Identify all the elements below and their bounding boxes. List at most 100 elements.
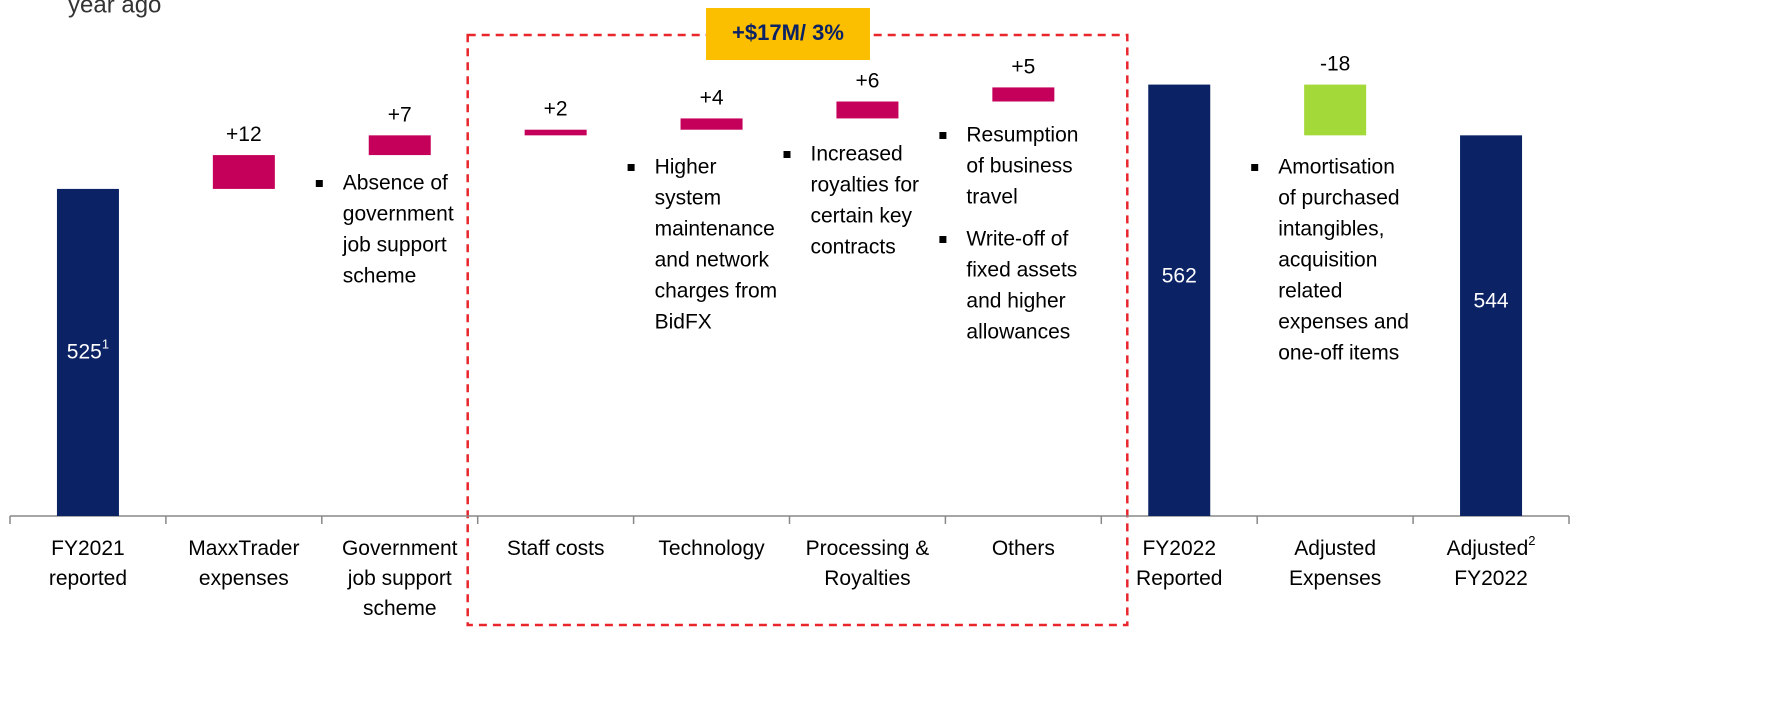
note-text: Write-off of [966, 228, 1068, 251]
bracket-label-bg [706, 8, 870, 60]
bar [1460, 135, 1523, 516]
value-label-text: 544 [1474, 289, 1509, 312]
note-text: one-off items [1278, 342, 1399, 365]
note-text: expenses and [1278, 311, 1409, 334]
x-tick-label-text: FY2021 [51, 537, 125, 560]
note-text: Resumption [966, 124, 1078, 147]
bar [1304, 84, 1367, 136]
x-tick-label-text: Reported [1136, 567, 1222, 590]
value-label-text: +4 [700, 86, 724, 109]
x-tick-label-text: MaxxTrader [188, 537, 299, 560]
value-label: +7 [388, 103, 412, 126]
bar [368, 135, 431, 156]
note-text: and network [655, 249, 770, 272]
x-tick-label: FY2022 [1142, 537, 1216, 560]
x-tick-label-text: Adjusted [1294, 537, 1376, 560]
x-tick-label-text: FY2022 [1454, 567, 1528, 590]
note-text: Absence of [343, 172, 448, 195]
value-label-text: +5 [1011, 55, 1035, 78]
note-text: Increased [811, 143, 903, 166]
x-tick-label-text: Others [992, 537, 1055, 560]
x-tick-label-text: Expenses [1289, 567, 1381, 590]
value-label-text: +2 [544, 97, 568, 120]
note-text: system [655, 187, 722, 210]
bar [524, 129, 587, 136]
value-label: +2 [544, 97, 568, 120]
value-label-text: 525 [67, 340, 102, 363]
x-tick-label: Processing & [806, 537, 930, 560]
note-text: travel [966, 186, 1017, 209]
x-tick-label-text: scheme [363, 597, 437, 620]
x-tick-label-text: Government [342, 537, 458, 560]
note-text: Amortisation [1278, 156, 1395, 179]
x-tick-label: FY2021 [51, 537, 125, 560]
x-tick-label: Others [992, 537, 1055, 560]
x-tick-label: Expenses [1289, 567, 1381, 590]
note-text: maintenance [655, 218, 775, 241]
note-text: of purchased [1278, 187, 1399, 210]
x-tick-label: Staff costs [507, 537, 605, 560]
note-text: scheme [343, 265, 417, 288]
value-label: +5 [1011, 55, 1035, 78]
bullet [939, 236, 947, 243]
x-tick-label-text: Technology [658, 537, 765, 560]
bar [836, 101, 899, 119]
note-text: BidFX [655, 311, 712, 334]
note-text: job support [342, 234, 447, 257]
bullet [1251, 164, 1259, 171]
x-tick-label: Government [342, 537, 458, 560]
note-text: related [1278, 280, 1342, 303]
x-tick-label: reported [49, 567, 127, 590]
value-label-text: +6 [855, 69, 879, 92]
x-tick-label: Reported [1136, 567, 1222, 590]
bullet [627, 164, 635, 171]
x-tick-label: Adjusted2 [1447, 533, 1536, 560]
value-label: +4 [700, 86, 724, 109]
note-text: Higher [655, 156, 717, 179]
value-label-text: +12 [226, 123, 262, 146]
value-label-text: -18 [1320, 52, 1350, 75]
value-label: -18 [1320, 52, 1350, 75]
x-tick-label: Technology [658, 537, 765, 560]
note-text: government [343, 203, 454, 226]
bar [56, 188, 119, 516]
x-tick-label: expenses [199, 567, 289, 590]
x-tick-label-text: expenses [199, 567, 289, 590]
x-tick-label-text: job support [347, 567, 452, 590]
x-tick-label-text: Royalties [824, 567, 910, 590]
x-tick-label: MaxxTrader [188, 537, 299, 560]
bullet [939, 132, 947, 139]
value-label: +6 [855, 69, 879, 92]
value-label: 562 [1162, 264, 1197, 287]
value-label: +12 [226, 123, 262, 146]
note-text: acquisition [1278, 249, 1377, 272]
x-tick-label: scheme [363, 597, 437, 620]
bar [212, 155, 275, 189]
value-label: 5251 [67, 336, 109, 363]
note-text: of business [966, 155, 1072, 178]
bar [1148, 84, 1211, 517]
bullet [783, 151, 791, 158]
bar [680, 118, 743, 130]
value-label-text: +7 [388, 103, 412, 126]
note-text: charges from [655, 280, 778, 303]
value-label: 544 [1474, 289, 1509, 312]
x-tick-label: Royalties [824, 567, 910, 590]
note-text: fixed assets [966, 259, 1077, 282]
value-label-text: 562 [1162, 264, 1197, 287]
x-tick-label-note: 2 [1528, 533, 1535, 548]
x-tick-label: FY2022 [1454, 567, 1528, 590]
note-text: royalties for [811, 174, 920, 197]
title-fragment: year ago [68, 0, 161, 18]
note-text: contracts [811, 236, 896, 259]
bracket-label: +$17M/ 3% [732, 20, 844, 45]
bullet [315, 180, 323, 187]
x-tick-label-text: Processing & [806, 537, 930, 560]
value-label-note: 1 [102, 336, 109, 351]
bar [992, 87, 1055, 102]
x-tick-label-text: reported [49, 567, 127, 590]
note-text: allowances [966, 321, 1070, 344]
x-tick-label-text: Staff costs [507, 537, 605, 560]
x-tick-label-text: Adjusted [1447, 537, 1529, 560]
